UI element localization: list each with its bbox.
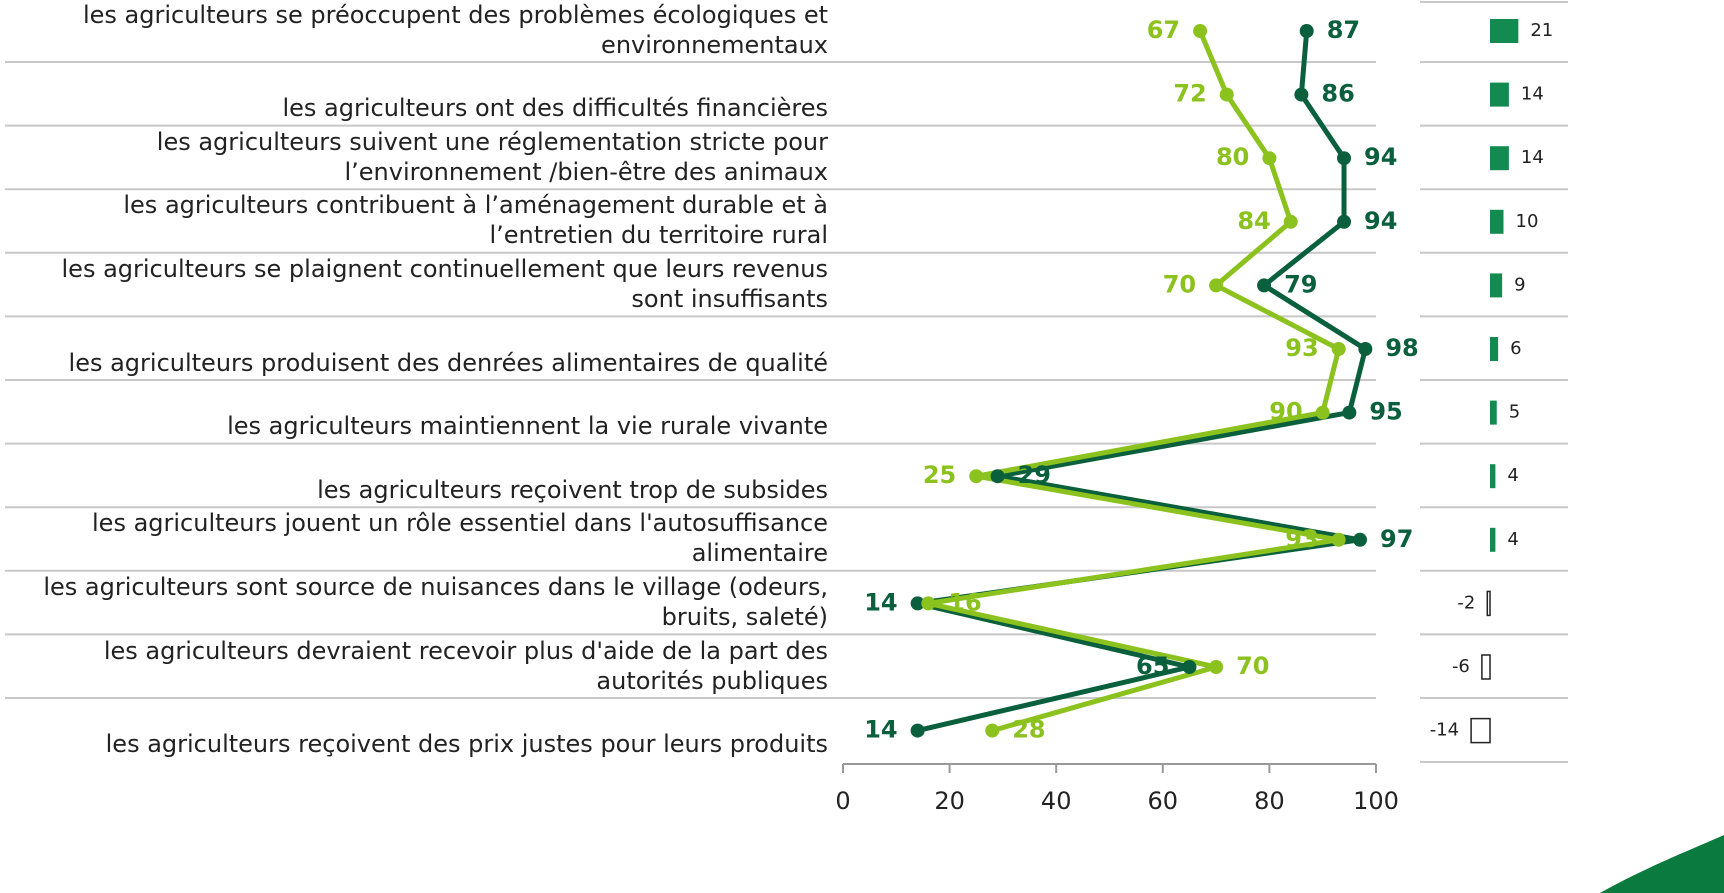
data-label: 70 [1236, 652, 1269, 680]
category-label: les agriculteurs reçoivent des prix just… [105, 730, 828, 759]
data-label: 98 [1385, 334, 1418, 362]
data-label: 94 [1364, 207, 1397, 235]
data-point [910, 723, 925, 738]
bar [1490, 273, 1503, 298]
data-point [1337, 214, 1352, 229]
data-point [1331, 342, 1346, 356]
category-label: les agriculteurs se préoccupent des prob… [82, 0, 828, 59]
data-point [990, 469, 1005, 484]
decoration [1600, 835, 1724, 893]
bar-label: 14 [1521, 84, 1544, 105]
x-tick-label: 60 [1148, 787, 1179, 815]
category-label: les agriculteurs se plaignent continuell… [61, 254, 828, 313]
data-label: 65 [1136, 652, 1169, 680]
data-point [1353, 532, 1368, 547]
x-tick-label: 80 [1254, 787, 1285, 815]
bar-label: -2 [1457, 592, 1475, 613]
category-label: les agriculteurs reçoivent trop de subsi… [317, 475, 828, 504]
category-label: les agriculteurs ont des difficultés fin… [282, 94, 828, 123]
bar-label: 4 [1507, 465, 1518, 486]
category-label: les agriculteurs maintiennent la vie rur… [227, 412, 828, 441]
data-point [1209, 660, 1224, 674]
data-point [1337, 151, 1352, 166]
data-point [1257, 278, 1272, 293]
data-label: 94 [1364, 143, 1397, 171]
category-label: les agriculteurs jouent un rôle essentie… [92, 509, 828, 568]
x-tick-label: 40 [1041, 787, 1072, 815]
category-label: les agriculteurs produisent des denrées … [68, 348, 828, 377]
data-point [1262, 151, 1277, 166]
data-label: 28 [1012, 716, 1045, 744]
bar [1490, 82, 1509, 107]
bar-label: -14 [1430, 720, 1459, 741]
bar-label: 6 [1510, 338, 1521, 359]
bar-label: 10 [1516, 211, 1539, 232]
data-point [1342, 405, 1357, 420]
data-label: 25 [923, 461, 956, 489]
data-label: 84 [1237, 207, 1270, 235]
data-label: 29 [1018, 461, 1051, 489]
category-label: les agriculteurs devraient recevoir plus… [103, 636, 828, 695]
data-point [1209, 278, 1224, 293]
bar-label: 4 [1507, 529, 1518, 550]
data-label: 79 [1284, 270, 1317, 298]
bar [1490, 337, 1499, 361]
series-line [925, 30, 1342, 734]
bar [1490, 464, 1496, 489]
bar [1490, 146, 1509, 171]
data-point [1193, 24, 1208, 38]
category-label: les agriculteurs contribuent à l’aménage… [123, 191, 828, 250]
data-label: 72 [1173, 80, 1206, 108]
data-label: 95 [1369, 398, 1402, 426]
bar [1490, 400, 1497, 425]
bar [1470, 717, 1491, 744]
bar [1490, 19, 1519, 43]
x-tick-label: 0 [835, 787, 850, 815]
category-label: les agriculteurs sont source de nuisance… [43, 572, 828, 631]
data-point [1315, 405, 1330, 420]
data-point [921, 596, 936, 611]
data-label: 14 [864, 716, 897, 744]
data-point [1294, 87, 1309, 102]
data-point [1358, 342, 1373, 356]
bar [1486, 590, 1491, 617]
data-point [1182, 660, 1197, 674]
data-label: 90 [1269, 398, 1302, 426]
data-point [1219, 87, 1234, 102]
data-label: 70 [1163, 270, 1196, 298]
data-label: 93 [1285, 525, 1318, 553]
bar-label: 14 [1521, 147, 1544, 168]
data-point [985, 723, 1000, 738]
data-label: 67 [1147, 16, 1180, 44]
bar-label: 9 [1514, 274, 1525, 295]
x-tick-label: 20 [934, 787, 965, 815]
bar-label: -6 [1452, 656, 1470, 677]
x-tick-label: 100 [1353, 787, 1399, 815]
data-label: 80 [1216, 143, 1249, 171]
data-label: 93 [1285, 334, 1318, 362]
series-line [915, 30, 1368, 734]
data-point [969, 469, 984, 484]
data-label: 14 [864, 588, 897, 616]
data-label: 97 [1380, 525, 1413, 553]
bar [1490, 527, 1496, 552]
data-label: 87 [1327, 16, 1360, 44]
data-point [910, 596, 925, 611]
bar [1481, 654, 1491, 680]
data-label: 86 [1321, 80, 1354, 108]
bar-label: 5 [1509, 402, 1520, 423]
bar [1490, 209, 1504, 234]
category-label: les agriculteurs suivent une réglementat… [156, 127, 828, 186]
data-point [1283, 214, 1298, 229]
bar-label: 21 [1530, 20, 1553, 41]
data-point [1331, 532, 1346, 547]
data-label: 16 [948, 588, 981, 616]
data-point [1299, 24, 1314, 38]
